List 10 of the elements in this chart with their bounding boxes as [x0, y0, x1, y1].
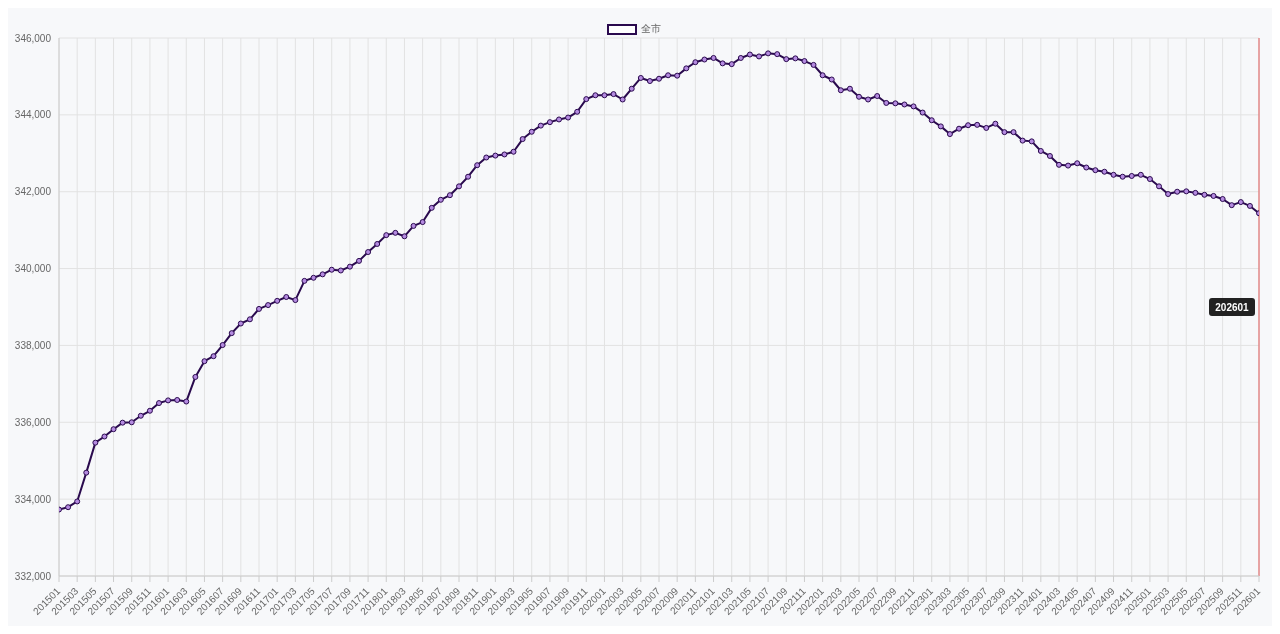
y-tick-label: 344,000: [14, 109, 52, 121]
y-tick-label: 334,000: [14, 493, 52, 505]
y-tick-label: 346,000: [14, 32, 52, 44]
y-tick-label: 336,000: [14, 416, 52, 428]
y-tick-label: 332,000: [14, 570, 52, 582]
y-tick-label: 338,000: [14, 339, 52, 351]
ref-line-label: 202601: [1215, 301, 1250, 313]
y-tick-label: 342,000: [14, 186, 52, 198]
legend-label: 全市: [640, 22, 661, 36]
y-tick-label: 340,000: [14, 263, 52, 275]
